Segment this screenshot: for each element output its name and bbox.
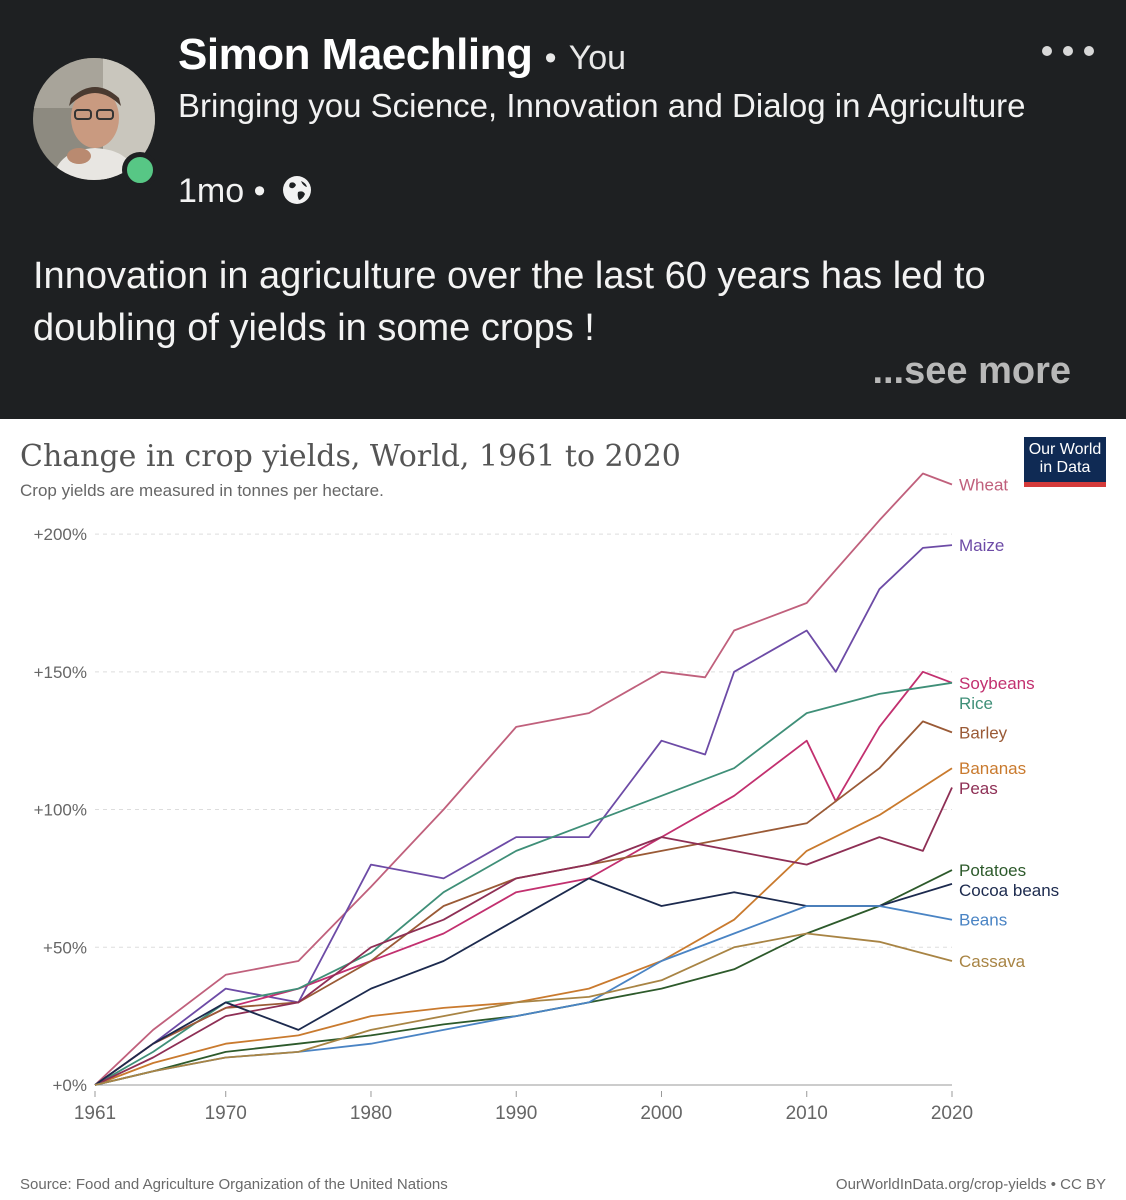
more-options-button[interactable]: [1038, 36, 1098, 66]
chart-area: +0% +50% +100% +150% +200% 1961 1970 1980 1990 20…: [0, 419, 1126, 1200]
author-separator: •: [544, 39, 557, 77]
series-line-cocoa-beans[interactable]: [94, 877, 953, 1086]
chart-subtitle: Crop yields are measured in tonnes per h…: [20, 481, 384, 500]
series-line-cassava[interactable]: [94, 932, 953, 1086]
x-tick-label: 1961: [74, 1103, 116, 1124]
chart-title: Change in crop yields, World, 1961 to 20…: [20, 439, 681, 474]
meta-separator: •: [253, 172, 266, 210]
author-relation: You: [568, 39, 627, 77]
author-name[interactable]: Simon Maechling: [178, 30, 533, 79]
series-label-potatoes: Potatoes: [959, 861, 1026, 880]
x-tick-label: 2000: [640, 1103, 682, 1124]
axis-layer: +0% +50% +100% +150% +200% 1961 1970 1980 1990 20…: [34, 525, 974, 1124]
series-line-peas[interactable]: [94, 787, 953, 1086]
series-line-rice[interactable]: [94, 681, 953, 1086]
owid-logo[interactable]: Our World in Data: [1024, 437, 1106, 487]
x-tick-label: 2010: [786, 1103, 828, 1124]
series-label-cassava: Cassava: [959, 952, 1026, 971]
y-tick-label: +100%: [34, 801, 87, 820]
chart-svg: +0% +50% +100% +150% +200% 1961 1970 1980 1990 20…: [34, 472, 1059, 1124]
post-age: 1mo: [178, 172, 245, 210]
x-tick-label: 1980: [350, 1103, 392, 1124]
y-tick-label: +150%: [34, 663, 87, 682]
series-label-soybeans: Soybeans: [959, 674, 1035, 693]
post-header: Simon Maechling • You Bringing you Scien…: [0, 0, 1126, 419]
series-label-beans: Beans: [959, 911, 1007, 930]
x-tick-label: 1970: [205, 1103, 247, 1124]
y-tick-label: +200%: [34, 525, 87, 544]
series-label-bananas: Bananas: [959, 759, 1026, 778]
x-tick-label: 2020: [931, 1103, 973, 1124]
post-body: Innovation in agriculture over the last …: [33, 255, 986, 349]
series-label-peas: Peas: [959, 779, 998, 798]
series-line-wheat[interactable]: [94, 472, 953, 1086]
series-label-barley: Barley: [959, 723, 1008, 742]
series-label-cocoa-beans: Cocoa beans: [959, 881, 1059, 900]
series-label-wheat: Wheat: [959, 476, 1008, 495]
grid-layer: [95, 533, 952, 1086]
logo-line-1: Our World: [1028, 441, 1102, 458]
series-label-rice: Rice: [959, 694, 993, 713]
online-status-dot: [122, 152, 158, 188]
series-label-maize: Maize: [959, 536, 1004, 555]
logo-line-2: in Data: [1039, 459, 1091, 476]
author-line: Simon Maechling • You: [178, 30, 626, 80]
source-note: Source: Food and Agriculture Organizatio…: [20, 1176, 448, 1193]
y-tick-label: +50%: [43, 938, 87, 957]
license-note: OurWorldInData.org/crop-yields • CC BY: [835, 1176, 1106, 1193]
x-tick-label: 1990: [495, 1103, 537, 1124]
y-tick-label: +0%: [53, 1076, 88, 1095]
series-layer: [94, 472, 953, 1086]
series-line-soybeans[interactable]: [94, 670, 953, 1086]
post-meta: 1mo •: [178, 172, 313, 215]
author-headline: Bringing you Science, Innovation and Dia…: [178, 87, 1026, 124]
globe-icon: [281, 174, 313, 215]
see-more-link[interactable]: ...see more: [872, 350, 1071, 392]
